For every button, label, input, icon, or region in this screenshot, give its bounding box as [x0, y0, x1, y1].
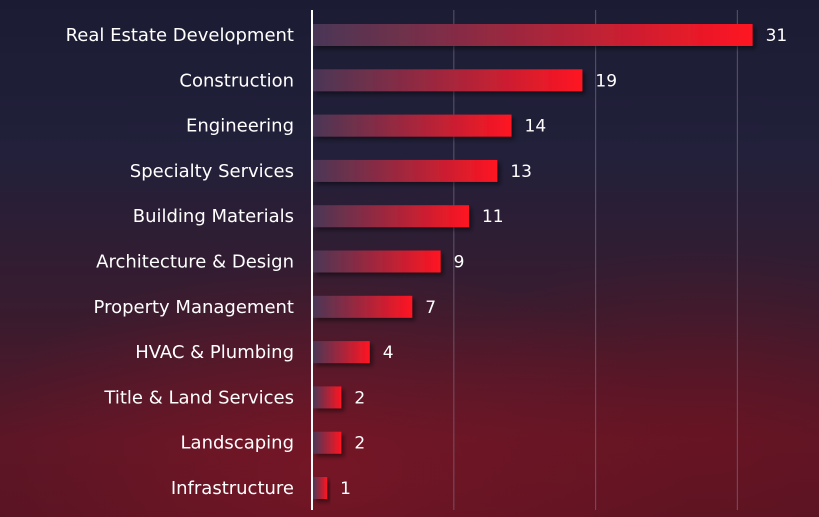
category-label-6: Property Management	[94, 297, 294, 318]
category-label-5: Architecture & Design	[96, 252, 294, 273]
category-label-0: Real Estate Development	[66, 25, 294, 46]
bar-5	[313, 250, 441, 273]
category-label-3: Specialty Services	[130, 161, 294, 182]
bar-10	[313, 477, 328, 499]
bar-3	[313, 159, 498, 182]
bar-6	[313, 295, 413, 318]
bar-4	[313, 205, 469, 228]
value-label-1: 19	[595, 71, 617, 91]
value-label-8: 2	[354, 388, 365, 408]
bar-8	[313, 386, 342, 409]
bar-1	[313, 69, 583, 92]
category-label-9: Landscaping	[181, 433, 294, 454]
value-label-9: 2	[354, 434, 365, 454]
category-label-2: Engineering	[186, 116, 294, 137]
category-label-4: Building Materials	[133, 206, 294, 227]
value-label-2: 14	[525, 117, 547, 137]
bar-9	[313, 431, 342, 454]
bar-7	[313, 341, 370, 364]
value-label-6: 7	[425, 298, 436, 318]
value-label-5: 9	[454, 253, 465, 273]
bars	[313, 24, 753, 499]
bar-2	[313, 114, 512, 137]
category-labels: Real Estate Development Construction Engin…	[66, 25, 294, 499]
gridlines	[453, 10, 739, 510]
value-labels: 31 19 14 13 11 9 7 4 2 2 1	[340, 26, 787, 499]
value-label-3: 13	[510, 162, 532, 182]
value-label-4: 11	[482, 207, 504, 227]
bar-0	[313, 24, 753, 46]
category-label-7: HVAC & Plumbing	[135, 342, 294, 363]
value-label-7: 4	[383, 343, 394, 363]
category-label-8: Title & Land Services	[103, 387, 294, 408]
category-label-1: Construction	[179, 70, 294, 91]
value-label-0: 31	[766, 26, 788, 46]
value-label-10: 1	[340, 479, 351, 499]
category-label-10: Infrastructure	[171, 478, 294, 499]
